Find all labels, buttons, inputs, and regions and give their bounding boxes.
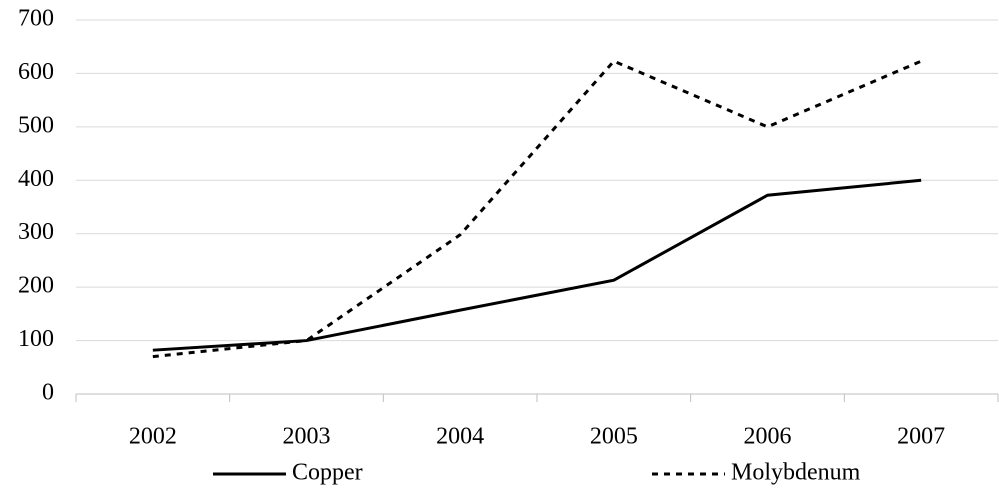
y-tick-label: 200: [18, 273, 54, 299]
y-tick-label: 300: [18, 219, 54, 245]
x-tick-label: 2003: [283, 424, 331, 450]
y-tick-label: 700: [18, 6, 54, 32]
x-tick-label: 2004: [436, 424, 484, 450]
x-tick-label: 2006: [744, 424, 792, 450]
series-line: [152, 178, 922, 352]
legend-label: Copper: [292, 460, 363, 486]
y-tick-label: 100: [18, 326, 54, 352]
y-tick-label: 400: [18, 166, 54, 192]
y-tick-label: 600: [18, 59, 54, 85]
x-tick-label: 2007: [897, 424, 945, 450]
y-tick-label: 500: [18, 112, 54, 138]
y-tick-label: 0: [42, 380, 54, 406]
series-line: [152, 59, 922, 359]
x-tick-label: 2002: [129, 424, 177, 450]
legend-label: Molybdenum: [731, 460, 861, 486]
x-tick-label: 2005: [590, 424, 638, 450]
